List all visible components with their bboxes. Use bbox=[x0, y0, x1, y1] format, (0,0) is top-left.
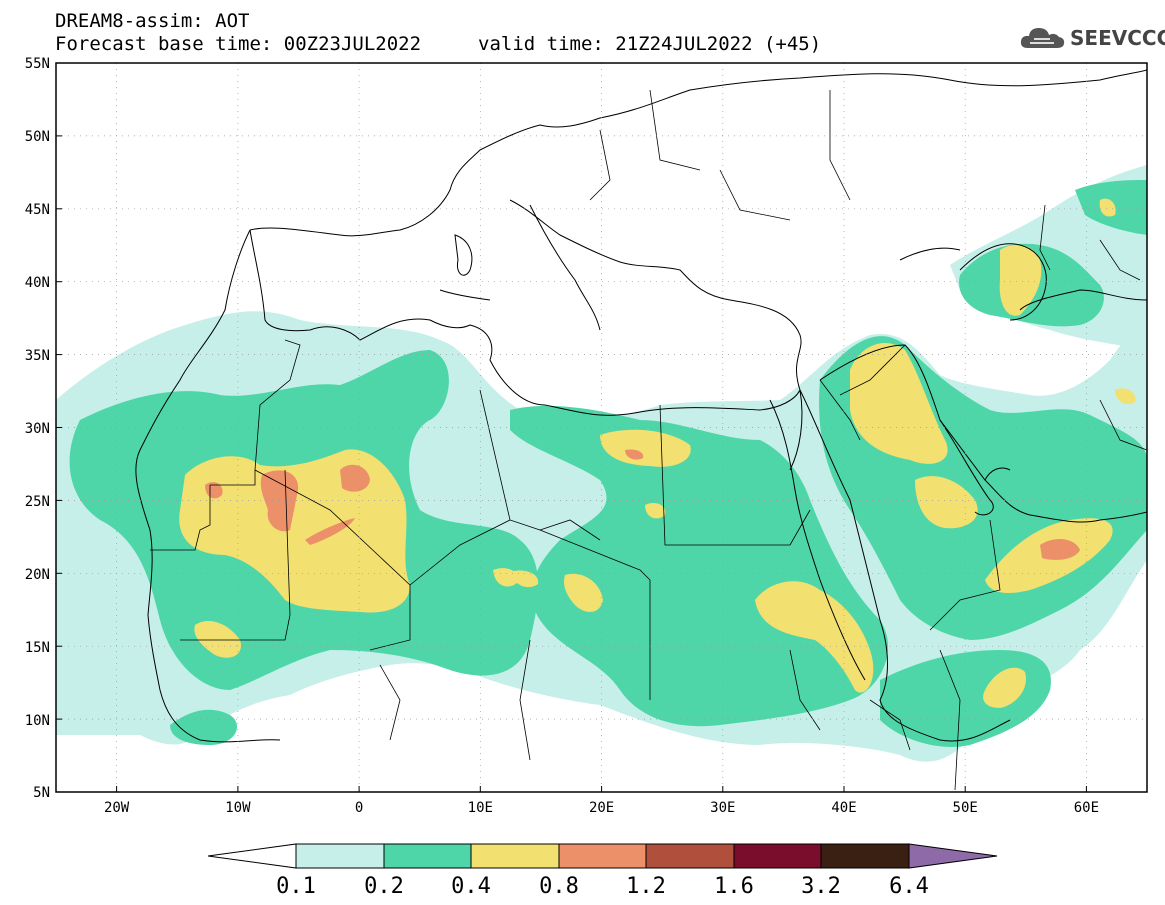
lon-label-40e: 40E bbox=[831, 800, 856, 816]
lat-label-40n: 40N bbox=[25, 275, 50, 291]
colorbar-cell-0.4 bbox=[470, 843, 560, 869]
tick-marks bbox=[56, 62, 1087, 792]
colorbar-cell-0.2 bbox=[383, 843, 472, 869]
lon-label-30e: 30E bbox=[710, 800, 735, 816]
colorbar-label: 0.8 bbox=[539, 874, 579, 899]
forecast-base-time: Forecast base time: 00Z23JUL2022 bbox=[55, 33, 422, 55]
colorbar-label: 0.1 bbox=[276, 874, 316, 899]
colorbar-label: 1.2 bbox=[626, 874, 666, 899]
colorbar-cell-3.2 bbox=[820, 843, 910, 869]
country-borders bbox=[150, 89, 1147, 791]
valid-time: valid time: 21Z24JUL2022 (+45) bbox=[478, 33, 822, 55]
lon-label-60e: 60E bbox=[1074, 800, 1099, 816]
lat-label-10n: 10N bbox=[25, 713, 50, 729]
lon-label-10e: 10E bbox=[468, 800, 493, 816]
lat-label-55n: 55N bbox=[25, 56, 50, 72]
colorbar-label: 1.6 bbox=[714, 874, 754, 899]
lon-label-0: 0 bbox=[355, 800, 363, 816]
lat-label-45n: 45N bbox=[25, 202, 50, 218]
colorbar-label: 0.2 bbox=[364, 874, 404, 899]
colorbar-cell-1.2 bbox=[645, 843, 735, 869]
aot-band-0.8 bbox=[205, 449, 1080, 560]
colorbar-label: 0.4 bbox=[451, 874, 491, 899]
lat-label-25n: 25N bbox=[25, 494, 50, 510]
lat-label-35n: 35N bbox=[25, 348, 50, 364]
lon-label-10w: 10W bbox=[225, 800, 251, 816]
lat-label-5n: 5N bbox=[33, 785, 50, 801]
lon-label-50e: 50E bbox=[953, 800, 978, 816]
lat-label-30n: 30N bbox=[25, 421, 50, 437]
logo-text: SEEVCCC bbox=[1070, 26, 1165, 50]
colorbar-cell-0.1 bbox=[295, 843, 385, 869]
lat-label-20n: 20N bbox=[25, 567, 50, 583]
colorbar-cell-1.6 bbox=[733, 843, 822, 869]
colorbar-high-arrow bbox=[908, 843, 998, 869]
lon-label-20w: 20W bbox=[104, 800, 130, 816]
colorbar-label: 6.4 bbox=[889, 874, 929, 899]
coastlines bbox=[135, 69, 1147, 743]
lat-label-50n: 50N bbox=[25, 129, 50, 145]
colorbar: 0.1 0.2 0.4 0.8 1.2 1.6 3.2 6.4 bbox=[207, 843, 998, 899]
lon-label-20e: 20E bbox=[589, 800, 614, 816]
lat-label-15n: 15N bbox=[25, 640, 50, 656]
aot-field bbox=[56, 165, 1147, 762]
colorbar-low-arrow bbox=[207, 843, 297, 869]
map-title: DREAM8-assim: AOT bbox=[55, 10, 250, 32]
seevccc-logo: SEEVCCC bbox=[1018, 24, 1165, 52]
colorbar-label: 3.2 bbox=[801, 874, 841, 899]
colorbar-cell-0.8 bbox=[558, 843, 647, 869]
cloud-icon bbox=[1020, 28, 1065, 48]
